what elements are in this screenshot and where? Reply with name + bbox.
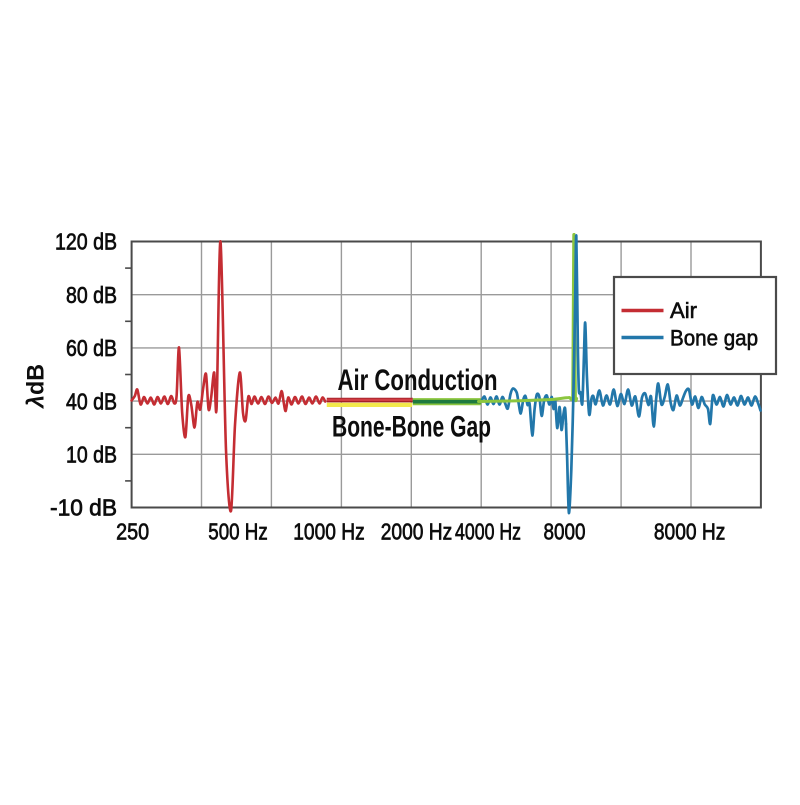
svg-text:60 dB: 60 dB	[66, 335, 117, 361]
svg-text:80 dB: 80 dB	[66, 282, 117, 308]
svg-text:Bone-Bone Gap: Bone-Bone Gap	[332, 411, 491, 444]
svg-text:250: 250	[116, 519, 149, 545]
svg-text:Air Conduction: Air Conduction	[338, 364, 498, 397]
svg-text:120 dB: 120 dB	[55, 229, 117, 255]
svg-text:40 dB: 40 dB	[66, 388, 117, 414]
svg-text:Air: Air	[670, 298, 697, 323]
svg-text:1000 Hz: 1000 Hz	[293, 519, 365, 545]
svg-text:-10 dB: -10 dB	[50, 495, 117, 521]
svg-text:10 dB: 10 dB	[66, 442, 117, 468]
svg-text:500 Hz: 500 Hz	[208, 519, 267, 545]
svg-text:Bone gap: Bone gap	[670, 326, 758, 351]
svg-text:8000: 8000	[544, 519, 586, 545]
svg-text:2000 Hz: 2000 Hz	[381, 519, 453, 545]
svg-text:λdB: λdB	[23, 364, 50, 410]
svg-text:8000 Hz: 8000 Hz	[654, 519, 726, 545]
svg-text:4000 Hz: 4000 Hz	[455, 519, 521, 545]
